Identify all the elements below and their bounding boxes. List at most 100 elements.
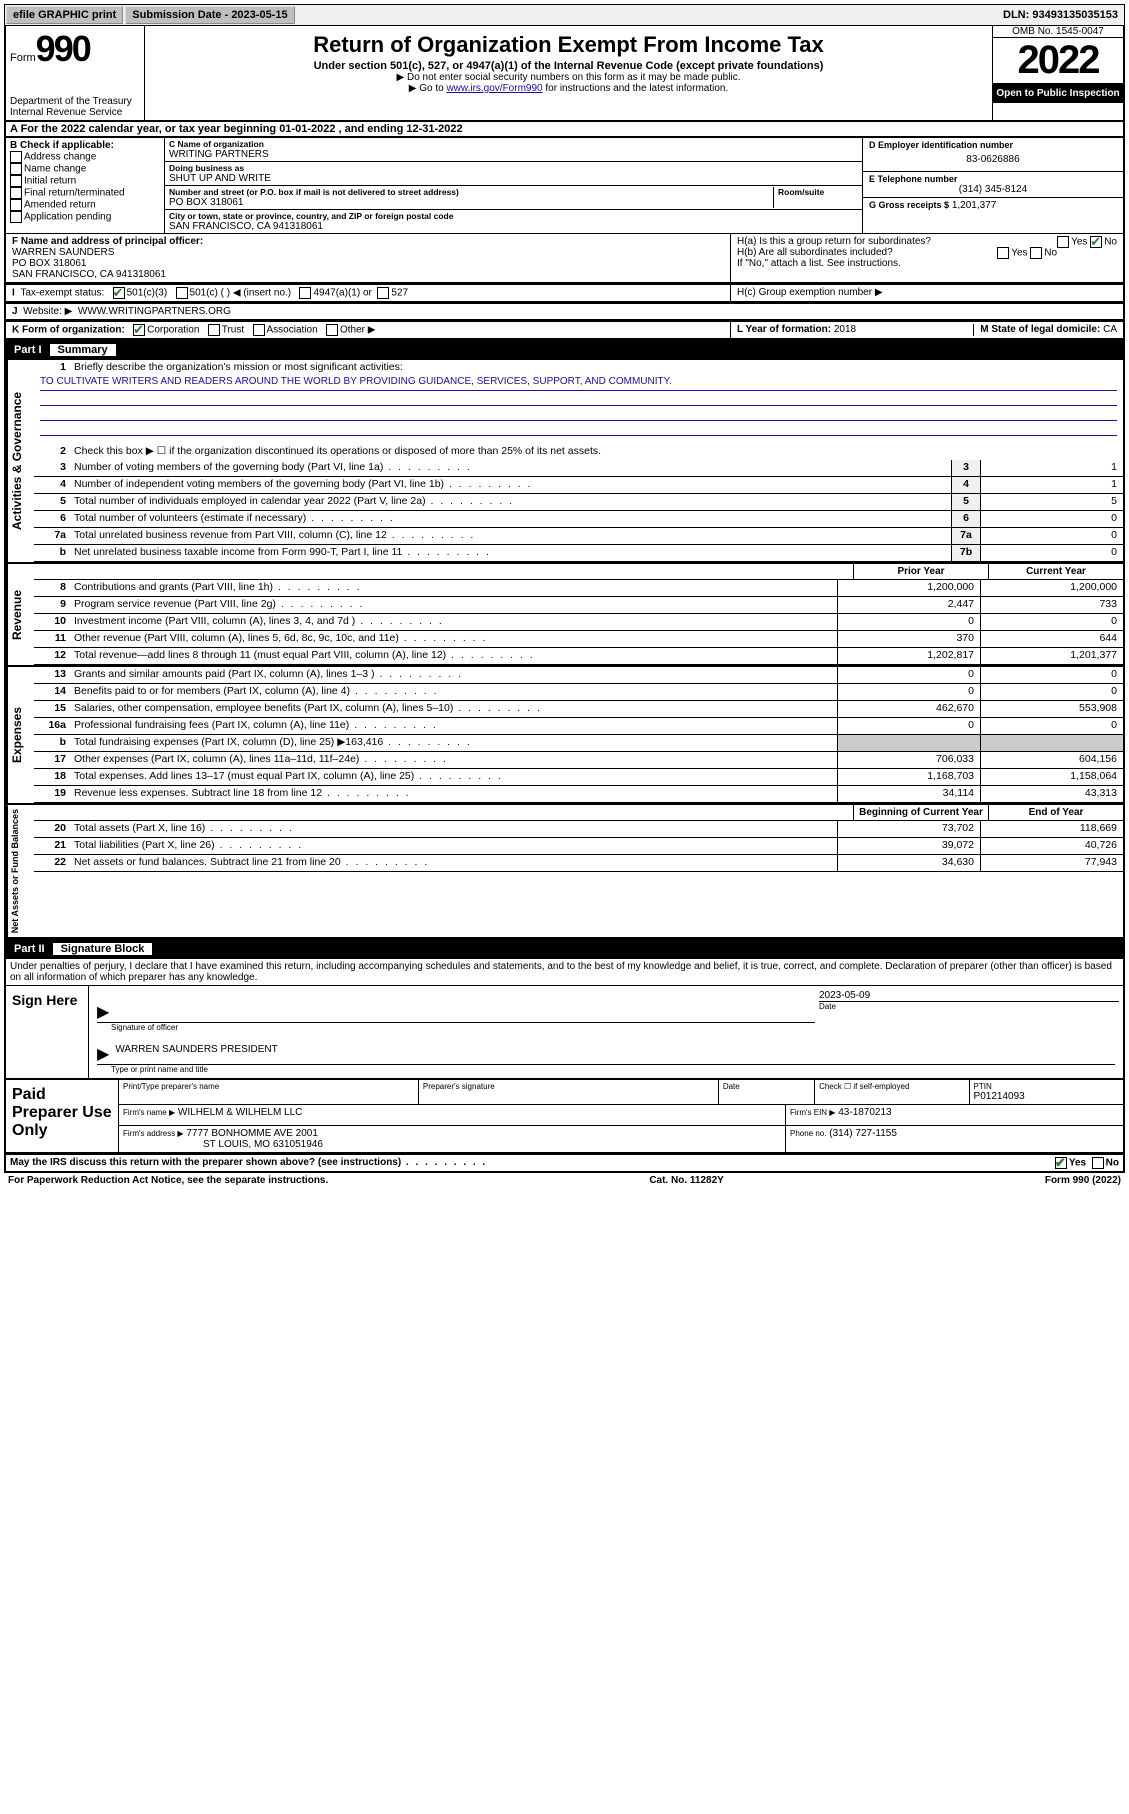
line-row: 13Grants and similar amounts paid (Part … xyxy=(34,667,1123,684)
checkbox-527[interactable] xyxy=(377,287,389,299)
line-row: 7aTotal unrelated business revenue from … xyxy=(34,528,1123,545)
row-j: J Website: ▶ WWW.WRITINGPARTNERS.ORG xyxy=(4,303,1125,321)
vlabel-governance: Activities & Governance xyxy=(6,360,34,562)
row-a-tax-year: A For the 2022 calendar year, or tax yea… xyxy=(4,122,1125,138)
form-note1: ▶ Do not enter social security numbers o… xyxy=(149,72,988,83)
form-word: Form xyxy=(10,52,36,64)
section-governance: Activities & Governance 1 Briefly descri… xyxy=(4,360,1125,564)
vlabel-revenue: Revenue xyxy=(6,564,34,665)
checkbox-application-pending[interactable] xyxy=(10,211,22,223)
dln-label: DLN: 93493135035153 xyxy=(997,7,1124,23)
paperwork-notice: For Paperwork Reduction Act Notice, see … xyxy=(8,1175,328,1186)
sig-date: 2023-05-09 xyxy=(819,990,1119,1001)
part1-title: Summary xyxy=(50,344,116,356)
col-prior: Prior Year xyxy=(853,564,988,579)
website-label: Website: ▶ xyxy=(23,306,72,317)
street-address: PO BOX 318061 xyxy=(169,197,773,208)
officer-label: F Name and address of principal officer: xyxy=(12,236,724,247)
row-k: K Form of organization: Corporation Trus… xyxy=(4,321,1125,340)
officer-name: WARREN SAUNDERS xyxy=(12,247,724,258)
dba-label: Doing business as xyxy=(169,163,858,173)
line-row: 16aProfessional fundraising fees (Part I… xyxy=(34,718,1123,735)
ptin: P01214093 xyxy=(974,1091,1119,1102)
irs-link[interactable]: www.irs.gov/Form990 xyxy=(446,83,542,94)
year-formation: 2018 xyxy=(834,324,856,335)
row-i: I Tax-exempt status: 501(c)(3) 501(c) ( … xyxy=(4,284,1125,303)
sig-date-label: Date xyxy=(819,1001,1119,1011)
org-name-label: C Name of organization xyxy=(169,139,858,149)
checkbox-corporation[interactable] xyxy=(133,324,145,336)
section-revenue: Revenue Prior Year Current Year 8Contrib… xyxy=(4,564,1125,667)
checkbox-ha-no[interactable] xyxy=(1090,236,1102,248)
checkbox-4947[interactable] xyxy=(299,287,311,299)
header-left: Form990 Department of the Treasury Inter… xyxy=(6,26,145,120)
part2-title: Signature Block xyxy=(53,943,153,955)
line-row: 20Total assets (Part X, line 16)73,70211… xyxy=(34,821,1123,838)
discuss-row: May the IRS discuss this return with the… xyxy=(4,1154,1125,1173)
checkbox-association[interactable] xyxy=(253,324,265,336)
line-row: 12Total revenue—add lines 8 through 11 (… xyxy=(34,648,1123,665)
efile-print-button[interactable]: efile GRAPHIC print xyxy=(6,6,123,24)
paid-label: Paid Preparer Use Only xyxy=(6,1080,119,1152)
state-domicile: CA xyxy=(1103,324,1117,335)
firm-name: WILHELM & WILHELM LLC xyxy=(178,1107,302,1118)
hb-label: H(b) Are all subordinates included? xyxy=(737,247,893,258)
ein-value: 83-0626886 xyxy=(869,150,1117,169)
line-row: 8Contributions and grants (Part VIII, li… xyxy=(34,580,1123,597)
col-b-checkboxes: B Check if applicable: Address change Na… xyxy=(6,138,165,233)
checkbox-address-change[interactable] xyxy=(10,151,22,163)
org-name: WRITING PARTNERS xyxy=(169,149,858,160)
checkbox-hb-yes[interactable] xyxy=(997,247,1009,259)
sig-name: WARREN SAUNDERS PRESIDENT xyxy=(115,1044,277,1064)
checkbox-discuss-no[interactable] xyxy=(1092,1157,1104,1169)
city-state-zip: SAN FRANCISCO, CA 941318061 xyxy=(169,221,858,232)
mission-text: TO CULTIVATE WRITERS AND READERS AROUND … xyxy=(40,376,1117,391)
part1-label: Part I xyxy=(14,344,42,356)
checkbox-ha-yes[interactable] xyxy=(1057,236,1069,248)
form-header: Form990 Department of the Treasury Inter… xyxy=(4,26,1125,122)
checkbox-501c3[interactable] xyxy=(113,287,125,299)
room-label: Room/suite xyxy=(778,187,858,197)
mission-label: Briefly describe the organization's miss… xyxy=(70,360,1123,376)
open-inspection: Open to Public Inspection xyxy=(993,84,1123,103)
line-row: bTotal fundraising expenses (Part IX, co… xyxy=(34,735,1123,752)
submission-date-button[interactable]: Submission Date - 2023-05-15 xyxy=(125,6,294,24)
col-begin: Beginning of Current Year xyxy=(853,805,988,820)
ein-label: D Employer identification number xyxy=(869,140,1117,150)
line-row: 17Other expenses (Part IX, column (A), l… xyxy=(34,752,1123,769)
checkbox-discuss-yes[interactable] xyxy=(1055,1157,1067,1169)
line-row: 11Other revenue (Part VIII, column (A), … xyxy=(34,631,1123,648)
paid-preparer-block: Paid Preparer Use Only Print/Type prepar… xyxy=(4,1080,1125,1154)
checkbox-amended[interactable] xyxy=(10,199,22,211)
firm-phone: (314) 727-1155 xyxy=(829,1128,897,1139)
sign-block: Sign Here ▶ Signature of officer 2023-05… xyxy=(4,986,1125,1080)
vlabel-netassets: Net Assets or Fund Balances xyxy=(6,805,34,937)
part1-header: Part I Summary xyxy=(4,340,1125,360)
form-title: Return of Organization Exempt From Incom… xyxy=(149,32,988,58)
line-row: 22Net assets or fund balances. Subtract … xyxy=(34,855,1123,872)
form-footer: Form 990 (2022) xyxy=(1045,1175,1121,1186)
part2-label: Part II xyxy=(14,943,45,955)
line-row: 5Total number of individuals employed in… xyxy=(34,494,1123,511)
checkbox-final-return[interactable] xyxy=(10,187,22,199)
sig-name-label: Type or print name and title xyxy=(111,1065,1119,1074)
ha-label: H(a) Is this a group return for subordin… xyxy=(737,236,931,247)
col-c-org-info: C Name of organization WRITING PARTNERS … xyxy=(165,138,862,233)
dba-name: SHUT UP AND WRITE xyxy=(169,173,858,184)
checkbox-501c[interactable] xyxy=(176,287,188,299)
col-current: Current Year xyxy=(988,564,1123,579)
checkbox-hb-no[interactable] xyxy=(1030,247,1042,259)
checkbox-trust[interactable] xyxy=(208,324,220,336)
section-expenses: Expenses 13Grants and similar amounts pa… xyxy=(4,667,1125,805)
checkbox-other[interactable] xyxy=(326,324,338,336)
website-value: WWW.WRITINGPARTNERS.ORG xyxy=(78,306,231,317)
firm-addr2: ST LOUIS, MO 631051946 xyxy=(203,1139,781,1150)
line-row: 14Benefits paid to or for members (Part … xyxy=(34,684,1123,701)
cat-no: Cat. No. 11282Y xyxy=(328,1175,1045,1186)
hc-label: H(c) Group exemption number ▶ xyxy=(730,285,1123,301)
checkbox-name-change[interactable] xyxy=(10,163,22,175)
line-row: 9Program service revenue (Part VIII, lin… xyxy=(34,597,1123,614)
section-netassets: Net Assets or Fund Balances Beginning of… xyxy=(4,805,1125,939)
form-note2: ▶ Go to www.irs.gov/Form990 for instruct… xyxy=(149,83,988,94)
checkbox-initial-return[interactable] xyxy=(10,175,22,187)
